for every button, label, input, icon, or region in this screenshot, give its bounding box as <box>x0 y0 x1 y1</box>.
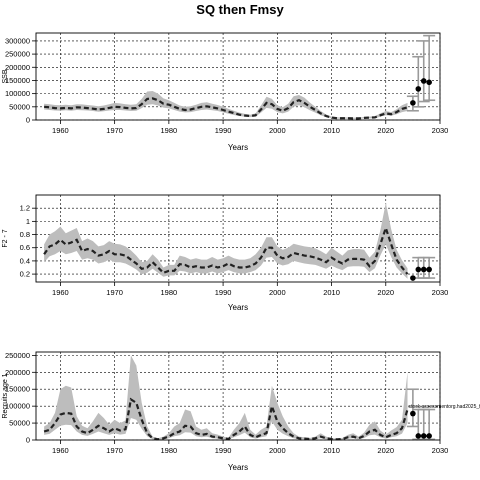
projection-point <box>410 275 416 281</box>
x-tick-label: 2030 <box>432 126 449 135</box>
x-tick-label: 2020 <box>377 126 394 135</box>
projection-point <box>426 433 432 439</box>
y-tick-label: 0.6 <box>20 243 30 252</box>
projection-point <box>420 266 427 273</box>
y-axis-label: SSB <box>2 69 9 83</box>
x-tick-label: 1970 <box>106 446 123 455</box>
y-tick-label: 0 <box>26 116 30 125</box>
uncertainty-band <box>44 355 408 440</box>
projection-point <box>426 79 432 86</box>
x-tick-label: 1990 <box>215 288 232 297</box>
x-axis-label: Years <box>228 463 248 472</box>
y-tick-label: 200000 <box>5 63 30 72</box>
y-tick-label: 0.8 <box>20 230 30 239</box>
x-tick-label: 2030 <box>432 446 449 455</box>
x-tick-label: 1980 <box>161 288 178 297</box>
x-tick-label: 2000 <box>269 446 286 455</box>
chart-annotation: stock.assessmentorg.had2025_f <box>409 404 480 410</box>
y-tick-label: 1 <box>26 217 30 226</box>
x-tick-label: 2010 <box>323 126 340 135</box>
projection-point <box>415 86 422 92</box>
x-tick-label: 2030 <box>432 288 449 297</box>
projection-point <box>420 433 427 439</box>
y-tick-label: 300000 <box>5 36 30 45</box>
median-line <box>43 224 409 275</box>
y-tick-label: 0.4 <box>20 256 30 265</box>
x-axis-label: Years <box>228 143 248 152</box>
y-axis-label: F2 - 7 <box>2 229 9 247</box>
y-tick-label: 50000 <box>9 419 30 428</box>
plot-frame <box>35 32 441 121</box>
x-tick-label: 2000 <box>269 126 286 135</box>
projection-point <box>426 266 432 273</box>
projection-point <box>415 433 422 439</box>
x-tick-label: 2020 <box>377 288 394 297</box>
median-line <box>43 397 409 441</box>
y-tick-label: 0.2 <box>20 270 30 279</box>
x-tick-label: 1990 <box>215 126 232 135</box>
y-tick-label: 50000 <box>9 102 30 111</box>
projection-point <box>410 100 416 106</box>
x-tick-label: 1980 <box>161 446 178 455</box>
y-tick-label: 150000 <box>5 385 30 394</box>
x-tick-label: 1970 <box>106 288 123 297</box>
y-tick-label: 250000 <box>5 50 30 59</box>
x-tick-label: 1990 <box>215 446 232 455</box>
y-tick-label: 200000 <box>5 368 30 377</box>
chart-title: SQ then Fmsy <box>196 2 284 17</box>
projection-point <box>420 78 427 84</box>
x-tick-label: 1960 <box>52 126 69 135</box>
x-tick-label: 2010 <box>323 446 340 455</box>
plot-frame <box>35 194 441 283</box>
y-tick-label: 100000 <box>5 402 30 411</box>
y-axis-label: Recruits age 1 <box>2 373 9 418</box>
panel-2: 1960 1970 1980 1990 2000 2010 2020 2030 0.2 0.4 0.… <box>2 194 449 312</box>
y-tick-label: 150000 <box>5 76 30 85</box>
y-tick-label: 0 <box>26 436 30 445</box>
projection-point <box>410 410 416 417</box>
plot-frame <box>35 351 441 441</box>
y-tick-label: 1.2 <box>20 204 30 213</box>
uncertainty-band <box>44 202 408 279</box>
projection-point <box>415 266 422 273</box>
x-tick-label: 1980 <box>161 126 178 135</box>
uncertainty-band <box>44 91 408 119</box>
x-tick-label: 1960 <box>52 446 69 455</box>
x-axis-label: Years <box>228 303 248 312</box>
panel-1: 1960 1970 1980 1990 2000 2010 2020 2030 0 50000 10… <box>2 32 449 152</box>
y-tick-label: 100000 <box>5 89 30 98</box>
x-tick-label: 2010 <box>323 288 340 297</box>
y-tick-label: 250000 <box>5 351 30 360</box>
panel-3: 1960 1970 1980 1990 2000 2010 2020 2030 0 50000 10… <box>2 351 480 472</box>
x-tick-label: 1960 <box>52 288 69 297</box>
x-tick-label: 2000 <box>269 288 286 297</box>
x-tick-label: 1970 <box>106 126 123 135</box>
x-tick-label: 2020 <box>377 446 394 455</box>
